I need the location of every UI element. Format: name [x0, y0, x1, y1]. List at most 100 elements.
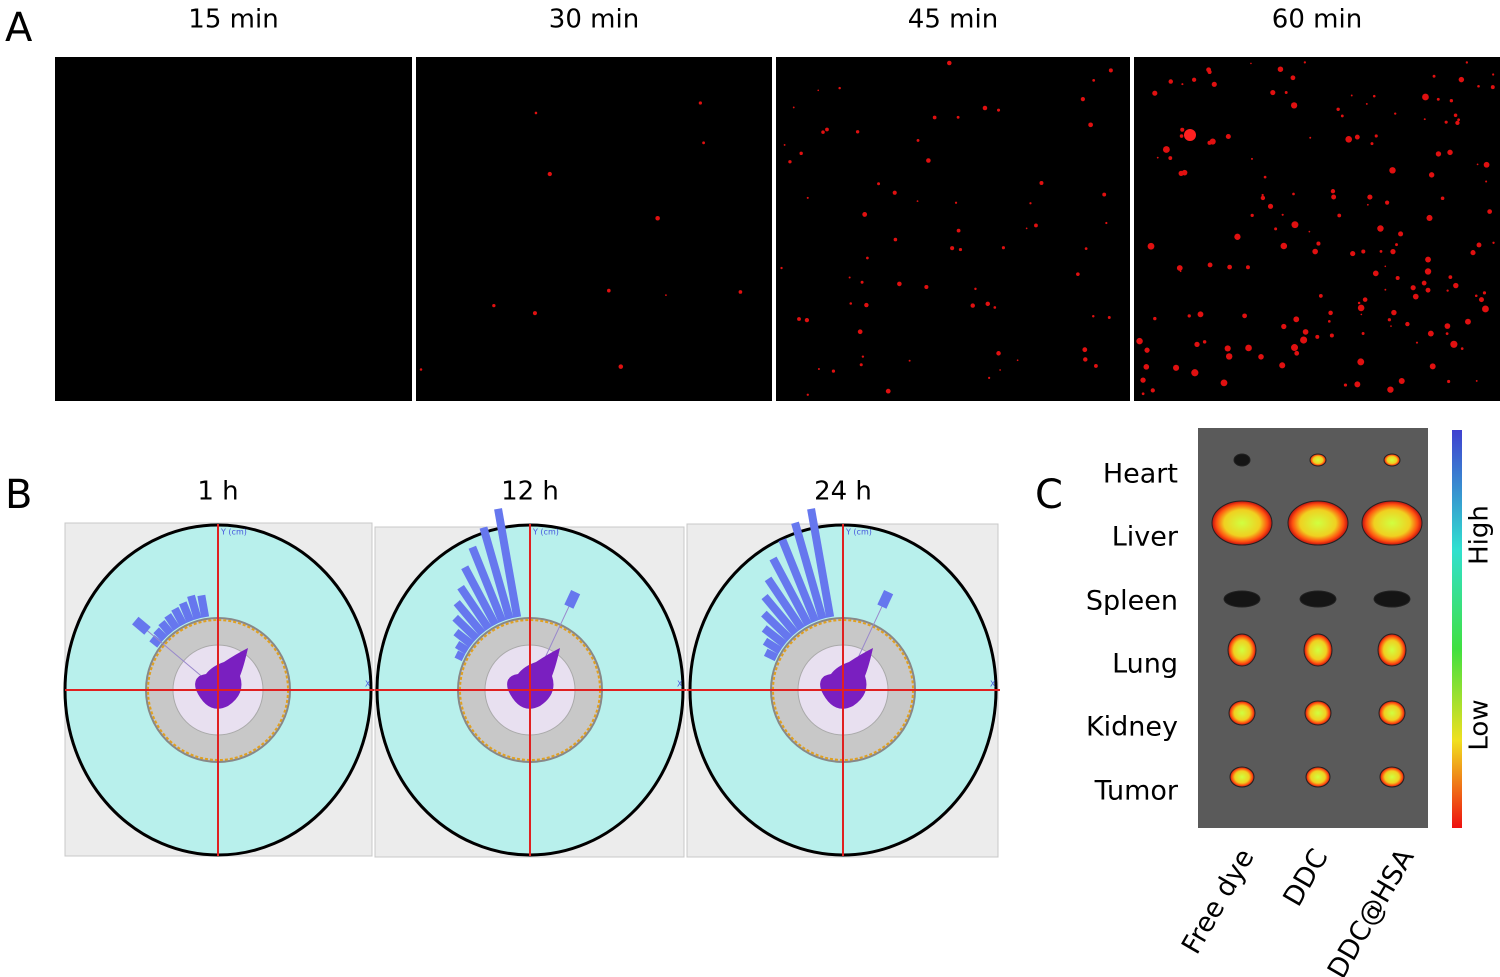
fluorescence-spot	[1490, 85, 1495, 90]
fluorescence-spot	[1187, 314, 1191, 318]
fluorescence-spot	[1225, 353, 1233, 360]
fluorescence-spot	[1482, 305, 1489, 313]
fluorescence-spot	[1445, 332, 1449, 336]
fluorescence-spot	[1234, 233, 1241, 240]
fluorescence-spot	[1455, 120, 1460, 126]
direction-bar	[761, 610, 793, 642]
fluorescence-spot	[1395, 243, 1399, 247]
fluorescence-spot	[1290, 102, 1298, 109]
organ-signal	[1379, 766, 1405, 788]
direction-bar	[171, 606, 187, 627]
direction-bar	[761, 625, 788, 648]
fluorescence-spot	[1428, 172, 1435, 178]
fluorescence-spot	[1457, 118, 1461, 122]
fluorescence-spot	[1279, 362, 1286, 369]
fluorescence-spot	[1450, 340, 1458, 348]
fluorescence-spot	[1387, 318, 1392, 322]
fluorescence-spot	[1384, 288, 1387, 291]
fluorescence-spot	[1001, 246, 1005, 250]
fluorescence-spot	[1483, 161, 1490, 168]
fluorescence-spot	[1405, 321, 1410, 327]
fluorescence-spot	[806, 196, 809, 199]
fluorescence-spot	[958, 247, 963, 252]
panel-label: B	[5, 472, 32, 518]
fluorescence-spot	[1180, 127, 1185, 132]
fluorescence-spot	[1475, 379, 1478, 382]
fluorescence-spot	[1374, 134, 1378, 138]
fluorescence-spot	[885, 388, 891, 394]
fluorescence-spot	[1485, 180, 1488, 183]
fluorescence-spot	[1425, 287, 1431, 293]
fluorescence-spot	[799, 151, 803, 156]
fluorescence-spot	[982, 105, 988, 111]
fluorescence-spot	[848, 276, 851, 279]
fluorescence-spot	[924, 284, 929, 290]
fluorescence-spot	[1168, 79, 1173, 84]
fluorescence-spot	[1206, 67, 1212, 73]
fluorescence-spot	[1448, 275, 1453, 280]
fluorescence-spot	[997, 108, 1001, 112]
direction-bar	[149, 635, 163, 648]
fluorescence-spot	[1245, 265, 1250, 270]
fluorescence-spot	[1436, 97, 1440, 101]
fluorescence-spot	[1389, 167, 1396, 174]
fluorescence-spot	[892, 190, 897, 195]
direction-bar	[457, 584, 492, 631]
fluorescence-spot	[1153, 316, 1157, 321]
direction-bar	[454, 650, 466, 662]
organ-signal	[1233, 453, 1251, 467]
fluorescence-spot	[860, 280, 864, 284]
fluorescence-spot	[1447, 149, 1453, 156]
fluorescence-spot	[1453, 113, 1458, 118]
panel-title: 12 h	[501, 477, 559, 507]
fluorescence-spot	[1141, 392, 1145, 396]
fluorescence-spot	[908, 359, 911, 362]
color-bar	[1452, 430, 1462, 828]
fluorescence-spot	[1361, 332, 1365, 335]
fluorescence-spot	[1162, 146, 1170, 153]
fluorescence-spot	[1387, 386, 1394, 393]
fluorescence-spot	[1357, 358, 1365, 366]
fluorescence-spot	[1076, 272, 1080, 276]
microscopy-image	[776, 57, 1130, 401]
fluorescence-spot	[1343, 383, 1348, 387]
direction-bar	[153, 627, 168, 642]
fluorescence-spot	[817, 367, 820, 370]
fluorescence-spot	[974, 287, 977, 291]
fluorescence-spot	[1487, 209, 1492, 214]
fluorescence-spot	[1354, 381, 1361, 388]
fluorescence-spot	[1345, 135, 1353, 143]
fluorescence-spot	[738, 290, 743, 294]
fluorescence-spot	[831, 369, 836, 373]
fluorescence-spot	[1092, 314, 1095, 318]
fluorescence-spot	[1250, 157, 1253, 160]
fluorescence-spot	[1080, 96, 1085, 102]
fluorescence-spot	[1458, 76, 1465, 83]
fluorescence-spot	[1492, 73, 1495, 76]
fluorescence-spot	[1482, 291, 1487, 295]
fluorescence-spot	[1242, 313, 1247, 319]
organ-signal	[1299, 590, 1337, 608]
fluorescence-spot	[954, 201, 958, 204]
fluorescence-spot	[950, 246, 955, 251]
direction-bar	[762, 637, 783, 655]
panel-title: 15 min	[188, 5, 278, 35]
fluorescence-spot	[1354, 134, 1360, 140]
axis-label: Y (cm)	[532, 528, 559, 537]
group-label: DDC@HSA	[1322, 843, 1421, 977]
fluorescence-spot	[1211, 81, 1217, 87]
fluorescence-spot	[1453, 282, 1459, 289]
fluorescence-spot	[780, 266, 783, 270]
fluorescence-spot	[1258, 354, 1264, 360]
fluorescence-spot	[1225, 133, 1231, 140]
group-label: Free dye	[1176, 844, 1261, 960]
fluorescence-spot	[1303, 61, 1306, 64]
fluorescence-spot	[1284, 91, 1288, 94]
fluorescence-spot	[1083, 357, 1088, 362]
axis-label: X	[365, 680, 371, 689]
fluorescence-spot	[1390, 325, 1392, 327]
fluorescence-spot	[1290, 75, 1296, 81]
fluorescence-spot	[1108, 68, 1113, 73]
fluorescence-spot	[849, 302, 853, 305]
fluorescence-spot	[1429, 363, 1436, 370]
